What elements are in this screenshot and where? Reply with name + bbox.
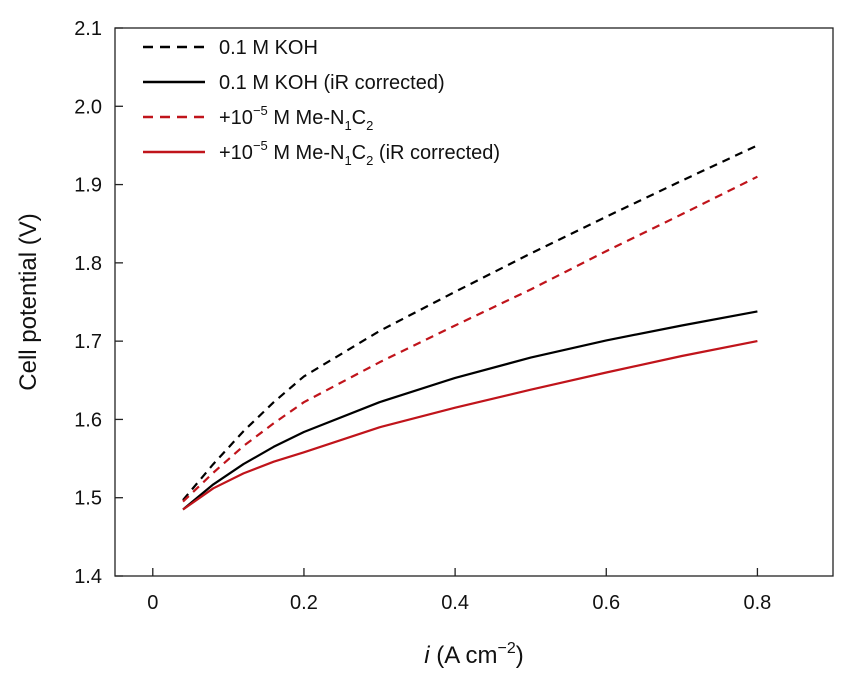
x-axis-title-italic: i	[424, 642, 430, 669]
series-line-1	[182, 144, 758, 501]
y-tick-label: 1.5	[74, 488, 102, 510]
legend-label-part: C	[352, 142, 366, 164]
legend-label-part: 2	[366, 118, 373, 133]
x-tick-label: 0.8	[744, 592, 772, 614]
legend-label-part: −5	[253, 138, 268, 153]
legend-label-part: 1	[344, 118, 351, 133]
series-line-2	[182, 310, 758, 511]
x-axis-title-text: (A cm	[430, 642, 498, 669]
x-tick-label: 0	[147, 592, 158, 614]
x-tick-label: 0.4	[441, 592, 469, 614]
series-line-3	[182, 175, 758, 503]
legend-label-part: +10	[219, 107, 253, 129]
y-tick-label: 2.0	[74, 96, 102, 118]
series-line-4	[182, 340, 758, 511]
y-tick-label: 1.8	[74, 253, 102, 275]
y-tick-label: 1.7	[74, 331, 102, 353]
legend-label-part: −5	[253, 103, 268, 118]
legend-label-2: 0.1 M KOH (iR corrected)	[219, 72, 445, 94]
ticks-layer: 0 0.2 0.4 0.6 0.8 1.4 1.5 1.6 1.7 1.8 1.9 2.0 2.1	[74, 18, 771, 614]
x-tick-label: 0.2	[290, 592, 318, 614]
y-tick-label: 1.6	[74, 409, 102, 431]
legend-label-3: +10−5 M Me-N1C2	[219, 103, 373, 133]
y-tick-label: 1.4	[74, 566, 102, 588]
legend-label-part: C	[352, 107, 366, 129]
x-axis-title-close: )	[516, 642, 524, 669]
legend-label-part: 0.1 M KOH	[219, 37, 318, 59]
x-tick-label: 0.6	[592, 592, 620, 614]
legend-label-4: +10−5 M Me-N1C2 (iR corrected)	[219, 138, 500, 168]
x-axis-title-superscript: −2	[498, 640, 516, 657]
plot-frame	[114, 27, 834, 577]
series-layer	[182, 144, 758, 511]
y-tick-label: 2.1	[74, 18, 102, 40]
legend-label-part: M Me-N	[268, 107, 345, 129]
legend-label-part: M Me-N	[268, 142, 345, 164]
y-tick-label: 1.9	[74, 175, 102, 197]
legend-label-part: 0.1 M KOH (iR corrected)	[219, 72, 445, 94]
y-axis-title: Cell potential (V)	[15, 213, 42, 390]
legend-label-part: 2	[366, 153, 373, 168]
legend-label-1: 0.1 M KOH	[219, 37, 318, 59]
legend-label-part: +10	[219, 142, 253, 164]
x-axis-title: i (A cm−2)	[424, 640, 524, 669]
legend-label-part: (iR corrected)	[373, 142, 500, 164]
legend-label-part: 1	[344, 153, 351, 168]
